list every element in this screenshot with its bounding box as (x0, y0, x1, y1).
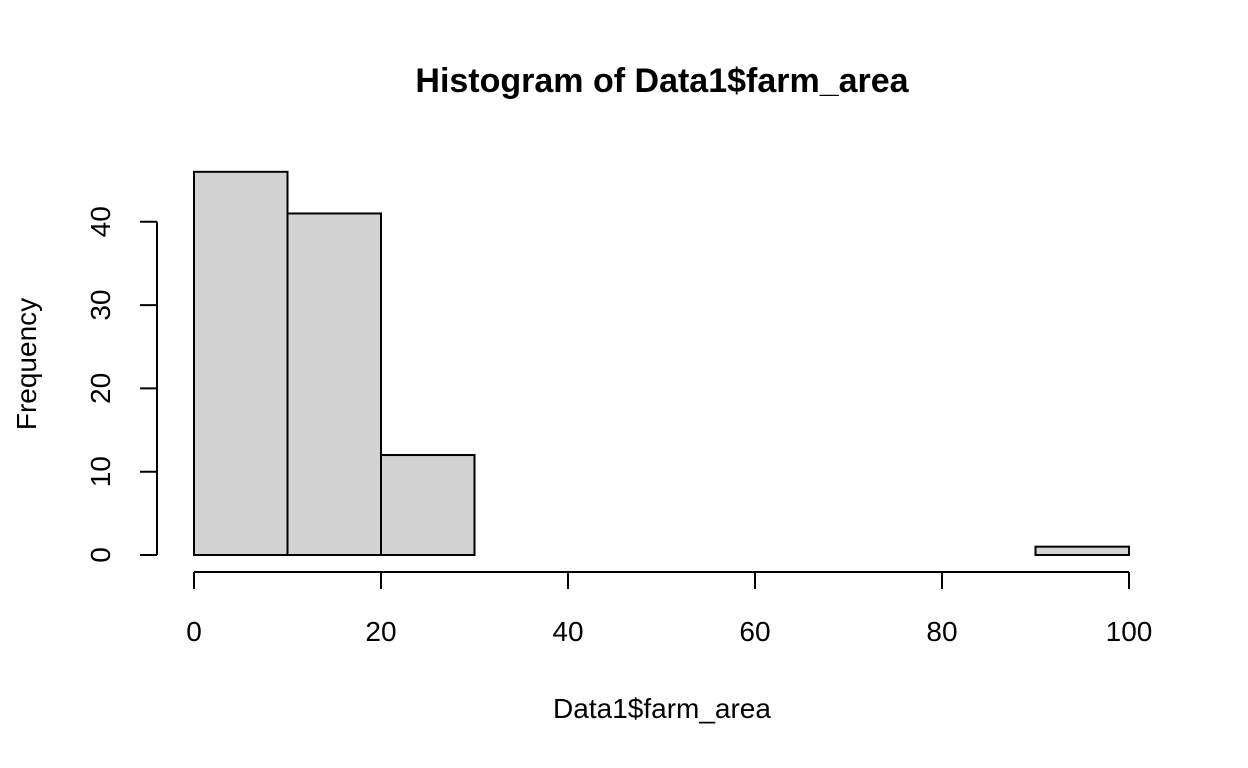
y-axis-label: Frequency (11, 298, 42, 430)
x-tick-label: 80 (926, 616, 957, 647)
x-axis: 0 20 40 60 80 100 (186, 571, 1153, 647)
y-tick-label: 10 (85, 456, 116, 487)
chart-title: Histogram of Data1$farm_area (415, 62, 909, 100)
x-tick-label: 100 (1106, 616, 1153, 647)
x-axis-label: Data1$farm_area (553, 693, 771, 724)
x-tick-label: 20 (365, 616, 396, 647)
histogram-bar-9 (1034, 545, 1130, 556)
x-tick-label: 0 (186, 616, 202, 647)
y-tick-label: 30 (85, 290, 116, 321)
y-tick-label: 40 (85, 206, 116, 237)
x-tick-label: 60 (739, 616, 770, 647)
y-tick-label: 0 (85, 547, 116, 563)
y-tick-label: 20 (85, 373, 116, 404)
x-tick-label: 40 (552, 616, 583, 647)
histogram-bar-0 (193, 170, 289, 556)
histogram-bar-2 (380, 454, 476, 557)
bars-group (193, 170, 1130, 557)
histogram-bar-1 (286, 212, 382, 556)
y-axis: 0 10 20 30 40 (85, 206, 158, 563)
